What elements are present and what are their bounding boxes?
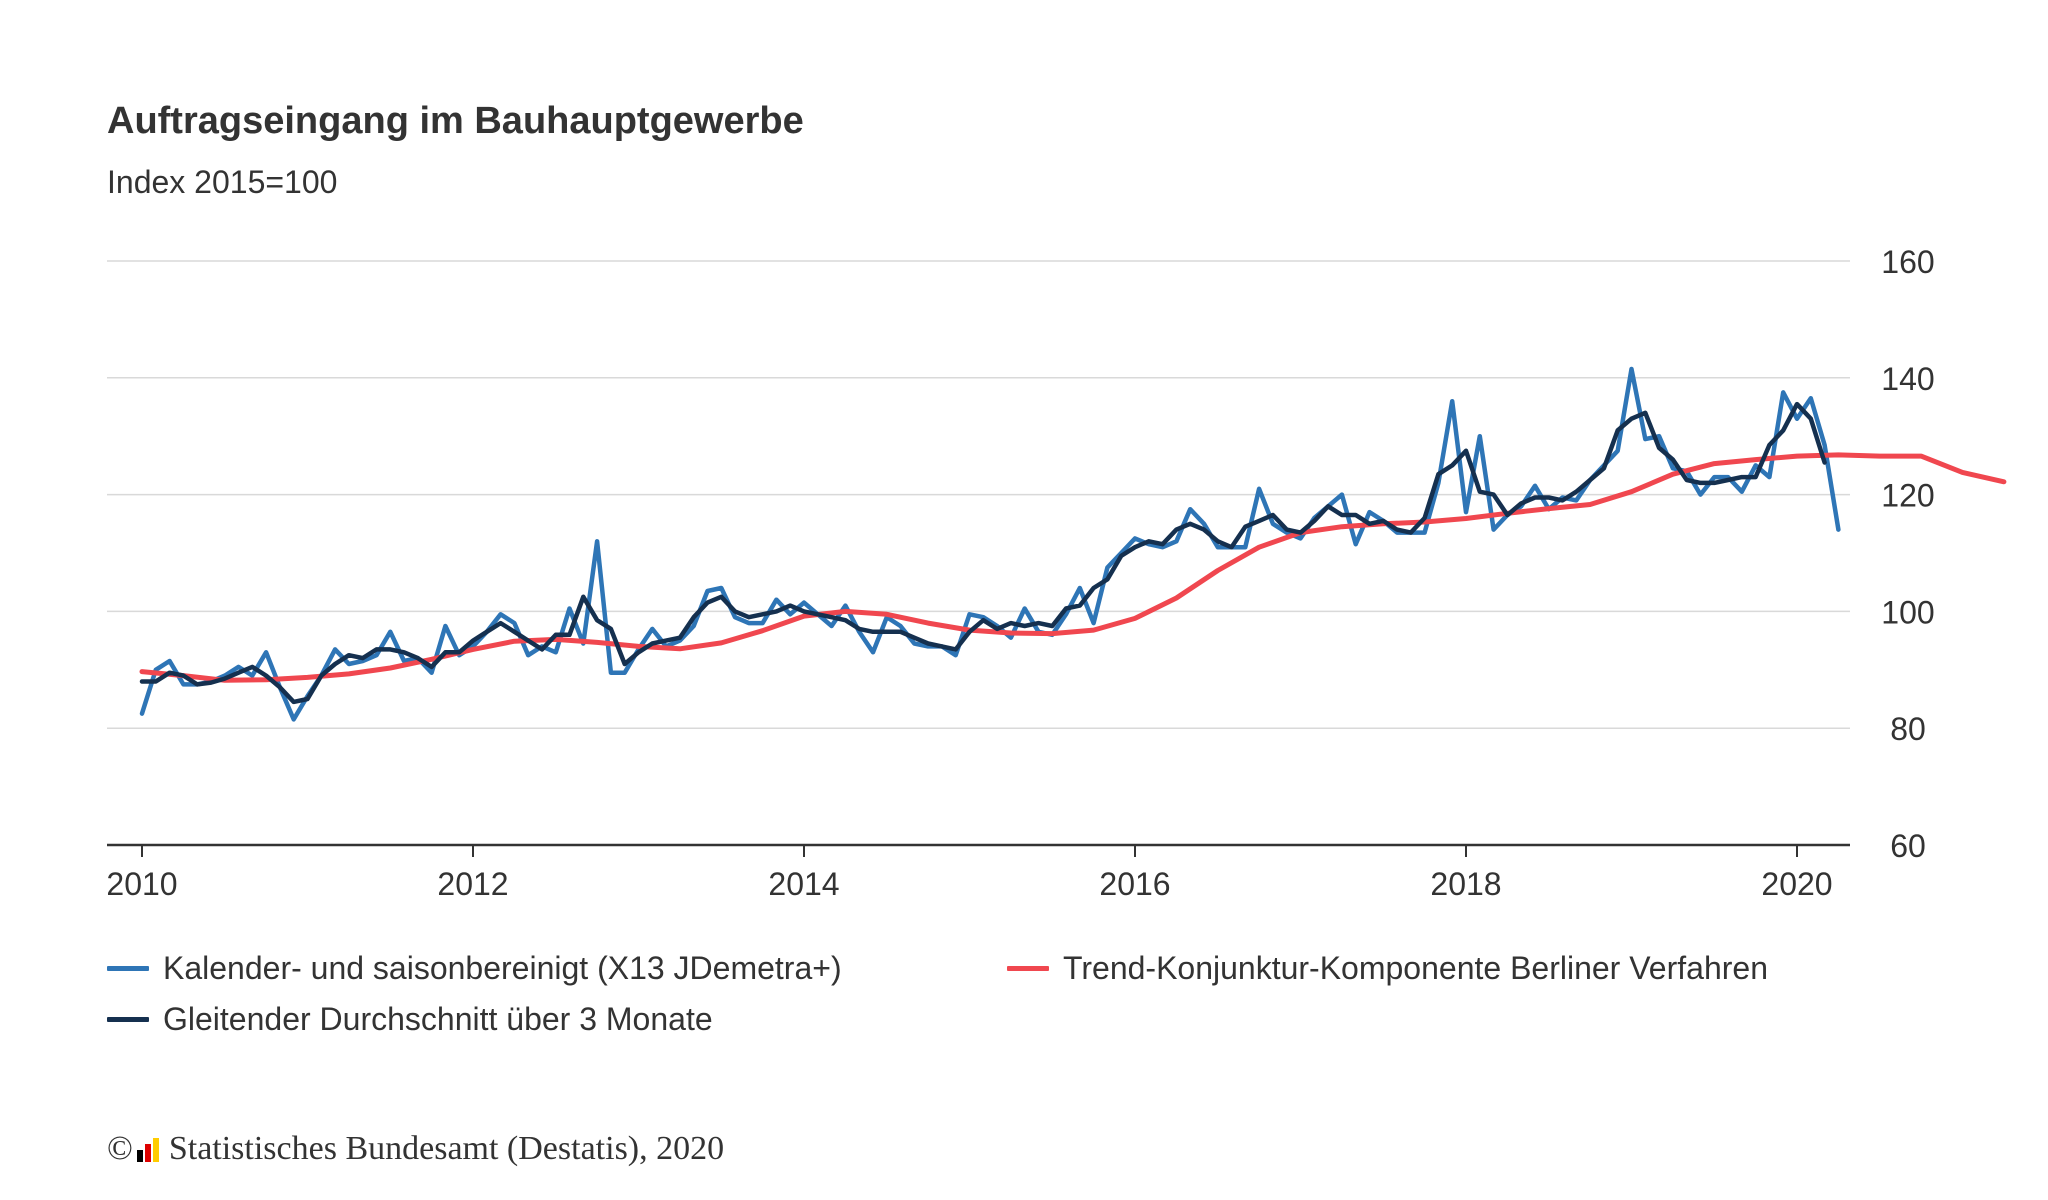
series-line-trend	[139, 452, 2007, 683]
legend-item-gleitend: Gleitender Durchschnitt über 3 Monate	[107, 1001, 713, 1038]
x-tick-label-2016: 2016	[1099, 866, 1170, 902]
legend-swatch-red	[1007, 966, 1049, 971]
series-layer	[139, 366, 2007, 722]
series-line-kalender	[139, 366, 1841, 722]
series-line-gleitend	[139, 401, 1827, 705]
source-text: Statistisches Bundesamt (Destatis), 2020	[168, 1130, 725, 1167]
y-tick-label-160: 160	[1881, 244, 1934, 280]
x-tick-label-2012: 2012	[437, 866, 508, 902]
y-tick-label-80: 80	[1890, 711, 1926, 747]
y-tick-label-140: 140	[1881, 361, 1934, 397]
destatis-logo-icon	[136, 1136, 161, 1162]
legend-swatch-blue	[107, 966, 149, 971]
source-footer: © Statistisches Bundesamt (Destatis), 20…	[107, 1130, 724, 1168]
axes: 60 80 100 120 140 160 2010 2012 2014 2016 2018 2020	[106, 244, 1934, 902]
legend-swatch-dark	[107, 1017, 149, 1022]
legend-label-gleitend: Gleitender Durchschnitt über 3 Monate	[163, 1001, 713, 1037]
legend-item-trend: Trend-Konjunktur-Komponente Berliner Ver…	[1007, 950, 1768, 987]
legend-label-trend: Trend-Konjunktur-Komponente Berliner Ver…	[1063, 950, 1768, 986]
x-tick-label-2014: 2014	[768, 866, 839, 902]
legend-item-kalender: Kalender- und saisonbereinigt (X13 JDeme…	[107, 950, 842, 987]
x-tick-label-2020: 2020	[1761, 866, 1832, 902]
y-tick-label-60: 60	[1890, 828, 1926, 864]
grid-lines	[107, 260, 1850, 729]
y-tick-label-120: 120	[1881, 478, 1934, 514]
x-tick-label-2018: 2018	[1430, 866, 1501, 902]
chart-title: Auftragseingang im Bauhauptgewerbe	[107, 100, 804, 142]
legend-label-kalender: Kalender- und saisonbereinigt (X13 JDeme…	[163, 950, 842, 986]
copyright-symbol: ©	[107, 1130, 133, 1167]
y-tick-label-100: 100	[1881, 594, 1934, 630]
chart-subtitle: Index 2015=100	[107, 164, 338, 200]
x-tick-label-2010: 2010	[106, 866, 177, 902]
